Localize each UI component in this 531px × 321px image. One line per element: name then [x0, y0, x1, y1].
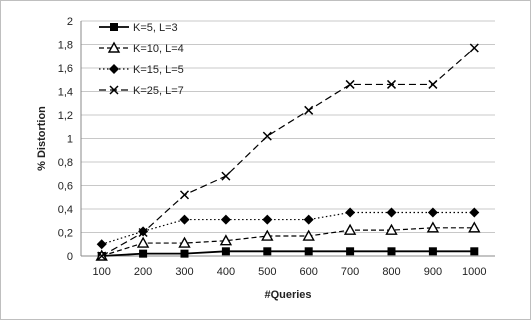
data-point: [346, 247, 355, 256]
data-point: [138, 226, 149, 237]
x-tick-label: 600: [300, 266, 318, 278]
x-tick-label: 700: [341, 266, 359, 278]
series-layer: [95, 43, 481, 261]
data-point: [428, 247, 437, 256]
data-point: [469, 207, 480, 218]
data-point: [220, 214, 231, 225]
data-point: [221, 171, 231, 181]
data-point: [262, 214, 273, 225]
data-point: [136, 236, 150, 248]
data-point: [345, 207, 356, 218]
y-tick-label: 0,2: [58, 228, 73, 240]
data-point: [304, 105, 314, 115]
x-axis-title: #Queries: [264, 289, 311, 301]
x-tick-label: 1000: [462, 266, 486, 278]
data-point: [139, 249, 148, 258]
y-tick-label: 1,6: [58, 63, 73, 75]
y-tick-label: 1,2: [58, 110, 73, 122]
data-point: [179, 190, 190, 200]
y-tick-label: 2: [67, 16, 73, 28]
data-point: [96, 239, 107, 250]
data-point: [468, 221, 481, 233]
legend-item: K=5, L=3: [99, 22, 178, 34]
series-4: [97, 43, 479, 261]
data-point: [387, 247, 396, 256]
data-point: [428, 79, 438, 89]
series-line: [101, 211, 475, 245]
axis-layer: 0 0,2 0,4 0,6 0,8 1 1,2 1,4 1,6 1,8 2 100 200 300 400 5…: [58, 16, 495, 278]
x-tick-label: 200: [134, 266, 152, 278]
data-point: [179, 214, 190, 225]
data-point: [302, 229, 315, 241]
y-tick-label: 0,6: [58, 181, 73, 193]
data-point: [470, 247, 479, 256]
series-line: [101, 47, 475, 257]
data-point: [97, 251, 107, 261]
y-tick-label: 1,4: [58, 87, 73, 99]
y-axis-title: % Distortion: [36, 106, 48, 171]
x-tick-label: 300: [175, 266, 193, 278]
data-point: [426, 221, 440, 233]
legend-label: K=25, L=7: [133, 85, 184, 97]
y-tick-label: 1: [67, 134, 73, 146]
legend-label: K=5, L=3: [133, 22, 178, 34]
legend: K=5, L=3 K=10, L=4 K=15, L=5 K=25, L=7: [99, 22, 184, 97]
data-point: [138, 227, 148, 238]
series-1: [97, 247, 479, 260]
legend-item: K=10, L=4: [99, 41, 184, 55]
data-point: [261, 229, 274, 241]
x-tick-label: 500: [258, 266, 276, 278]
data-point: [178, 236, 191, 248]
data-point: [427, 207, 438, 218]
data-point: [263, 247, 272, 256]
data-point: [345, 79, 355, 89]
y-tick-label: 0,4: [58, 204, 73, 216]
grid-layer: [81, 20, 495, 233]
series-line: [101, 250, 475, 257]
data-point: [107, 41, 121, 53]
data-point: [303, 214, 314, 225]
data-point: [304, 247, 313, 256]
data-point: [386, 207, 397, 218]
data-point: [109, 85, 119, 95]
legend-label: K=15, L=5: [133, 64, 184, 76]
y-tick-label: 0: [67, 251, 73, 263]
data-point: [385, 223, 398, 235]
data-point: [110, 23, 118, 31]
data-point: [219, 234, 233, 246]
x-tick-label: 100: [93, 266, 111, 278]
x-tick-label: 800: [382, 266, 400, 278]
y-tick-label: 1,8: [58, 40, 73, 52]
series-3: [96, 207, 480, 250]
data-point: [386, 79, 397, 89]
series-line: [101, 227, 475, 257]
data-point: [469, 43, 479, 53]
legend-item: K=25, L=7: [99, 85, 184, 97]
data-point: [180, 249, 189, 258]
data-point: [262, 131, 272, 141]
data-point: [221, 247, 230, 256]
data-point: [343, 223, 357, 235]
data-point: [109, 64, 119, 74]
legend-item: K=15, L=5: [99, 64, 184, 76]
y-tick-label: 0,8: [58, 157, 73, 169]
x-tick-label: 900: [424, 266, 442, 278]
legend-label: K=10, L=4: [133, 43, 184, 55]
x-tick-label: 400: [217, 266, 235, 278]
